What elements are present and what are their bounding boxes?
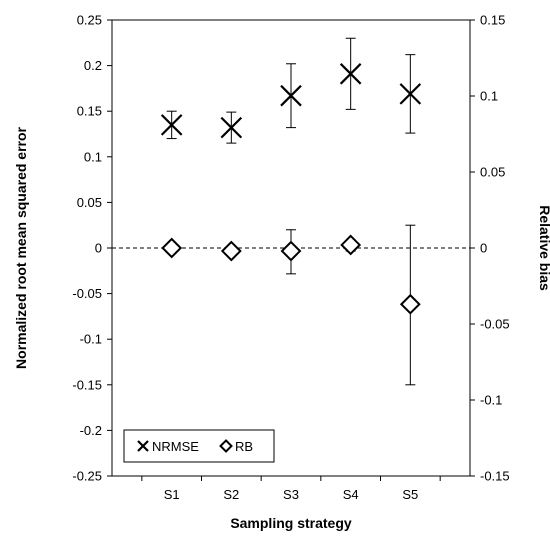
left-tick-label: -0.15: [72, 377, 102, 392]
point-rb: [399, 293, 421, 315]
series-rb: [161, 224, 421, 386]
x-tick-label: S5: [402, 487, 418, 502]
right-tick-label: 0.05: [480, 165, 505, 180]
point-rb: [340, 234, 362, 256]
left-axis-ticks: -0.25 -0.2 -0.15 -0.1 -0.05 0 0.05 0.1 0.15 0.2 0.…: [72, 13, 112, 484]
x-axis-title: Sampling strategy: [230, 515, 352, 531]
legend-marker-rb: [219, 439, 233, 453]
left-tick-label: 0.2: [84, 58, 102, 73]
x-tick-label: S1: [164, 487, 180, 502]
left-tick-label: -0.1: [80, 332, 102, 347]
y-axis-title-left: Normalized root mean squared error: [13, 126, 29, 369]
right-tick-label: 0.1: [480, 89, 498, 104]
right-tick-label: -0.05: [480, 317, 510, 332]
right-tick-label: -0.1: [480, 393, 502, 408]
point-rb: [220, 240, 242, 262]
left-tick-label: 0: [95, 241, 102, 256]
right-tick-label: -0.15: [480, 469, 510, 484]
series-layer: [160, 37, 422, 386]
point-rb: [161, 237, 183, 259]
right-tick-label: 0: [480, 241, 487, 256]
left-tick-label: -0.25: [72, 469, 102, 484]
x-tick-label: S4: [343, 487, 359, 502]
series-nrmse: [160, 37, 422, 144]
left-tick-label: 0.05: [77, 195, 102, 210]
point-rb: [280, 240, 302, 262]
x-tick-label: S2: [223, 487, 239, 502]
right-tick-label: 0.15: [480, 13, 505, 28]
y-axis-title-right: Relative bias: [537, 205, 550, 291]
x-axis-ticks: S1 S2 S3 S4 S5: [141, 476, 441, 502]
x-tick-label: S3: [283, 487, 299, 502]
legend-label-nrmse: NRMSE: [152, 439, 199, 454]
point-nrmse: [399, 83, 422, 105]
point-nrmse: [280, 84, 302, 107]
left-tick-label: -0.2: [80, 423, 102, 438]
point-nrmse: [220, 116, 243, 139]
legend-label-rb: RB: [235, 439, 253, 454]
legend: NRMSE RB: [123, 429, 275, 463]
right-axis-ticks: -0.15 -0.1 -0.05 0 0.05 0.1 0.15: [470, 13, 510, 484]
legend-box: [123, 429, 275, 463]
left-tick-label: 0.25: [77, 13, 102, 28]
left-tick-label: 0.1: [84, 149, 102, 164]
left-tick-label: -0.05: [72, 286, 102, 301]
legend-marker-nrmse: [137, 440, 149, 452]
point-nrmse: [339, 63, 362, 85]
point-nrmse: [160, 114, 183, 136]
left-tick-label: 0.15: [77, 104, 102, 119]
